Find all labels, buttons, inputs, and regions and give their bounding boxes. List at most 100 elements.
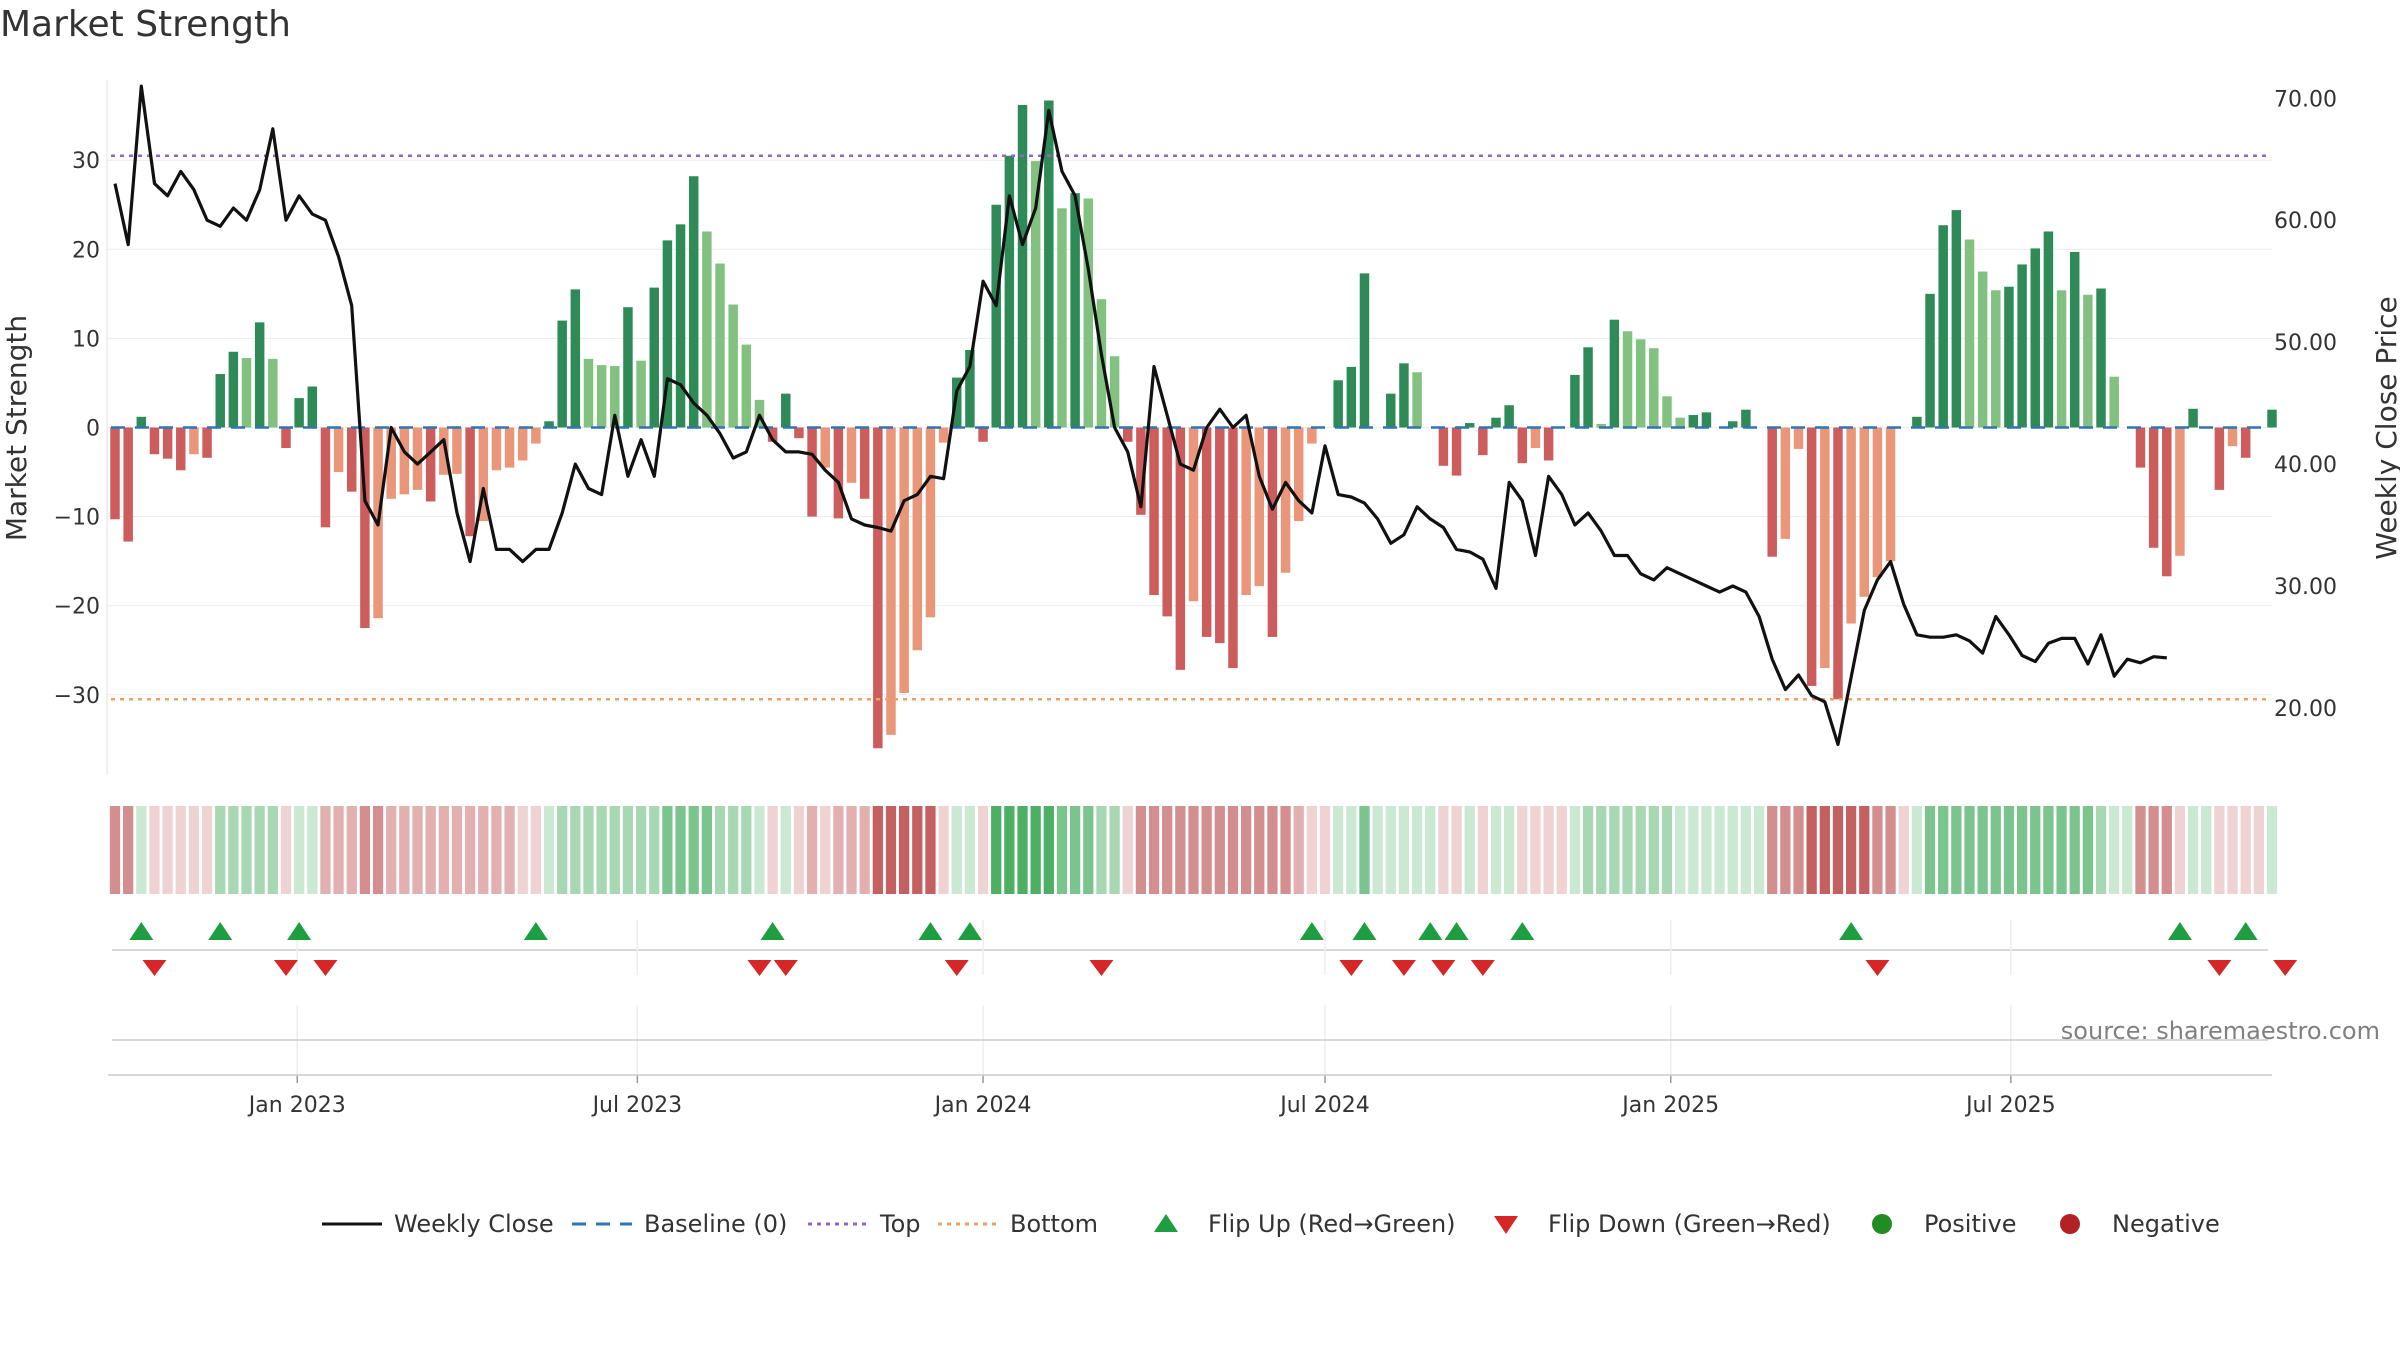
strength-bar — [307, 386, 318, 428]
heat-cell — [2148, 806, 2159, 894]
heat-cell — [1214, 806, 1225, 894]
strength-bar — [1859, 427, 1870, 597]
strength-bar — [294, 398, 304, 428]
heat-cell — [1832, 806, 1844, 894]
strength-bar — [1741, 409, 1751, 428]
strength-bar — [1464, 423, 1475, 428]
heat-cell — [425, 806, 436, 894]
heat-cell — [188, 806, 200, 894]
strength-bar — [1162, 427, 1172, 617]
strength-bar — [1662, 396, 1672, 428]
strength-bar — [439, 427, 449, 475]
heat-cell — [688, 806, 699, 894]
heat-cell — [872, 806, 883, 894]
heat-cell — [1622, 806, 1633, 894]
heat-cell — [478, 806, 489, 894]
strength-bar — [333, 427, 344, 473]
heat-cell — [714, 806, 726, 894]
heat-cell — [846, 806, 857, 894]
strength-bar — [1622, 331, 1633, 428]
flip-up-marker — [1510, 922, 1535, 940]
strength-bar — [781, 393, 791, 428]
strength-bar — [1635, 339, 1646, 428]
heat-cell — [1346, 806, 1357, 894]
strength-bar — [478, 427, 489, 522]
strength-bar — [2267, 409, 2277, 428]
strength-bar — [1215, 427, 1225, 644]
heat-cell — [1635, 806, 1646, 894]
strength-bar — [465, 427, 475, 537]
strength-bar — [754, 399, 765, 428]
strength-bar — [2004, 286, 2014, 428]
strength-bar — [176, 427, 186, 471]
heat-cell — [1425, 806, 1436, 894]
heat-cell — [320, 806, 331, 894]
heat-cell — [1148, 806, 1160, 894]
heat-cell — [1740, 806, 1752, 894]
strength-bar — [1543, 427, 1554, 461]
flip-up-marker — [2167, 922, 2192, 940]
y2-tick-label: 70.00 — [2274, 87, 2337, 112]
strength-bar — [728, 304, 738, 428]
heat-cell — [1872, 806, 1883, 894]
heat-cell — [1069, 806, 1081, 894]
strength-bar — [1833, 427, 1843, 700]
strength-bar — [215, 374, 225, 428]
strength-bar — [2043, 231, 2054, 428]
heat-cell — [1333, 806, 1344, 894]
strength-bar — [1951, 210, 1962, 428]
heat-cell — [1175, 806, 1186, 894]
strength-bar — [189, 427, 199, 455]
strength-bar — [675, 224, 686, 428]
heat-cell — [1083, 806, 1094, 894]
heat-cell — [1911, 806, 1923, 894]
heat-cell — [1819, 806, 1830, 894]
heat-cell — [2003, 806, 2015, 894]
heat-cell — [1609, 806, 1620, 894]
strength-bar — [1044, 100, 1054, 428]
legend-label: Positive — [1924, 1210, 2017, 1238]
strength-bar — [2083, 294, 2093, 428]
heat-cell — [1162, 806, 1173, 894]
heat-cell — [1293, 806, 1304, 894]
heat-cell — [991, 806, 1002, 894]
heat-cell — [1990, 806, 2001, 894]
legend-label: Baseline (0) — [644, 1210, 787, 1238]
flip-down-marker — [944, 960, 969, 976]
flip-down-marker — [1470, 960, 1495, 976]
strength-bar — [1017, 104, 1028, 428]
strength-bar — [386, 427, 396, 499]
heat-cell — [2240, 806, 2251, 894]
heat-cell — [1924, 806, 1936, 894]
strength-bar — [952, 377, 962, 428]
strength-bar — [1070, 193, 1080, 428]
heat-cell — [412, 806, 423, 894]
strength-bar — [320, 427, 331, 528]
strength-bar — [268, 358, 278, 428]
heat-cell — [2122, 806, 2133, 894]
strength-bar — [2069, 251, 2080, 428]
heat-cell — [1490, 806, 1502, 894]
heat-cell — [570, 806, 581, 894]
strength-bar — [1333, 380, 1343, 428]
strength-bar — [1701, 412, 1712, 428]
strength-bar — [2148, 427, 2159, 548]
strength-bar — [517, 427, 528, 461]
heat-cell — [359, 806, 371, 894]
flip-up-marker — [760, 922, 785, 940]
strength-bar — [1504, 405, 1514, 428]
strength-bar — [899, 427, 909, 694]
x-tick-label: Jul 2025 — [1964, 1093, 2056, 1118]
strength-bar — [610, 366, 620, 428]
heat-cell — [964, 806, 976, 894]
strength-bar — [570, 289, 581, 428]
strength-bar — [1846, 427, 1856, 624]
heat-cell — [1451, 806, 1462, 894]
heat-cell — [951, 806, 962, 894]
heat-cell — [767, 806, 778, 894]
strength-bar — [1267, 427, 1278, 637]
heat-cell — [1780, 806, 1791, 894]
strength-bar — [1728, 421, 1738, 428]
heat-cell — [1964, 806, 1975, 894]
y2-axis-title: Weekly Close Price — [2370, 296, 2400, 559]
